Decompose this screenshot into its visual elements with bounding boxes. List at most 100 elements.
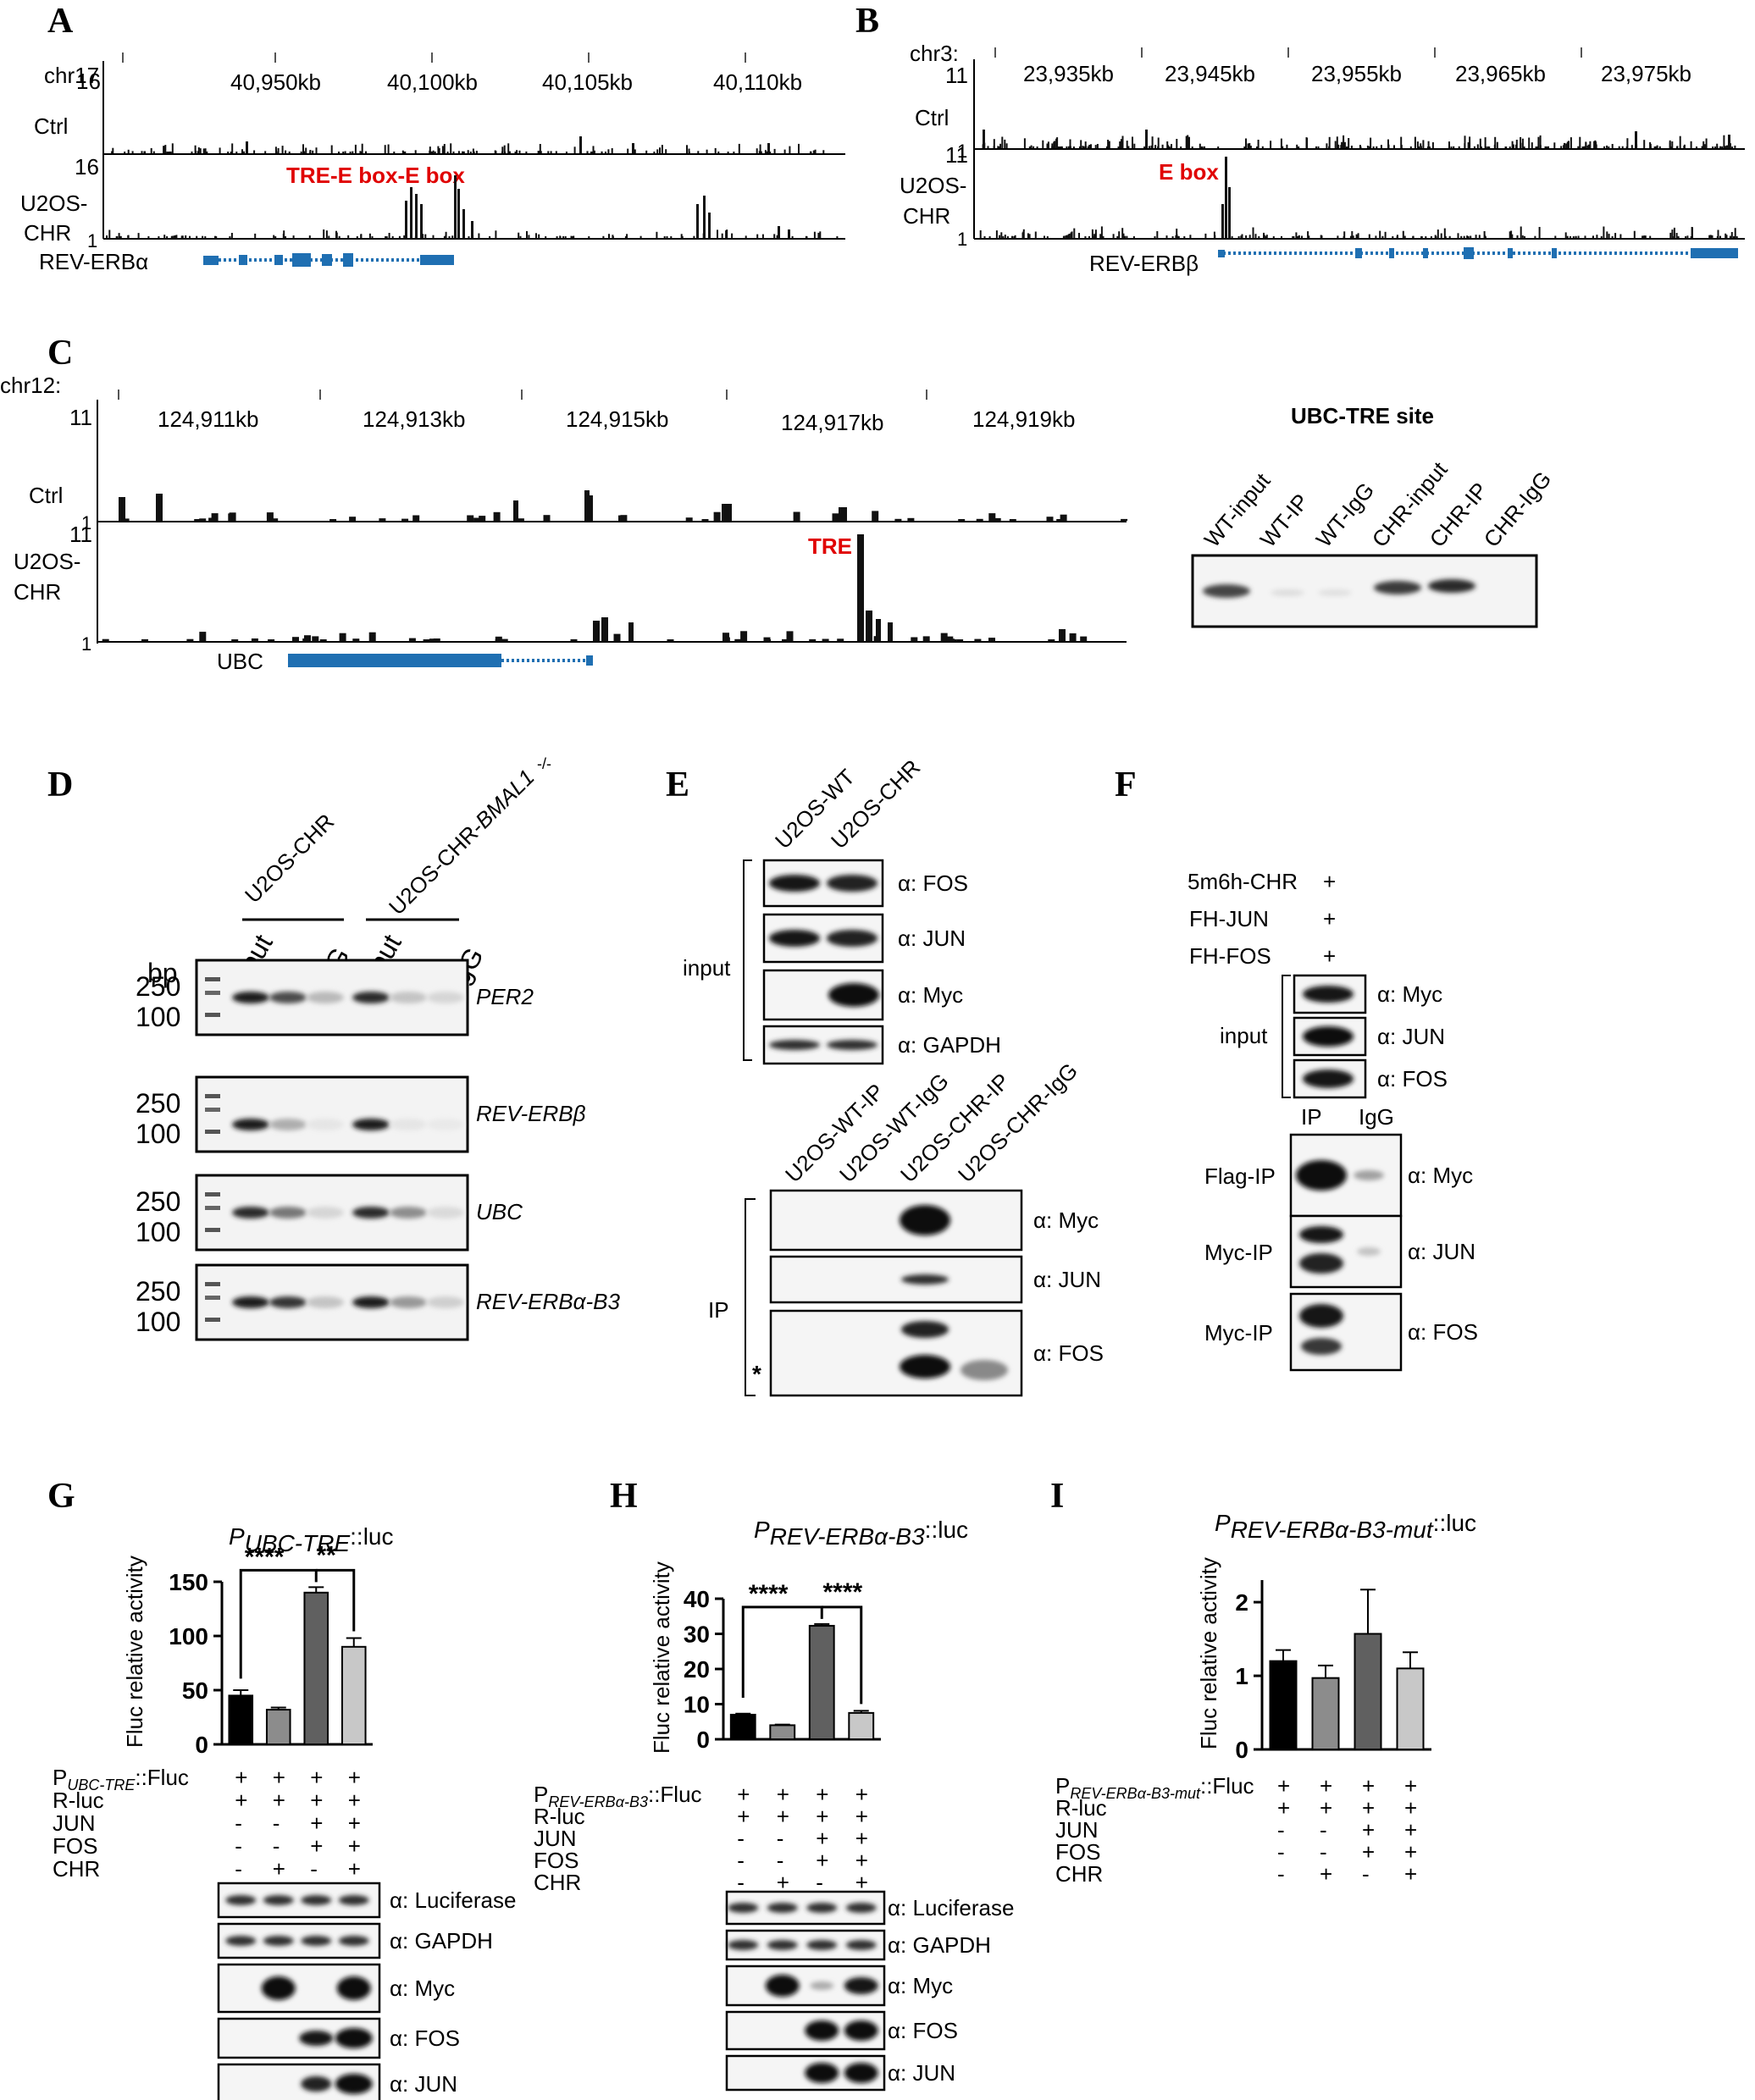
signal-bar	[302, 638, 310, 641]
blot-label: α: Myc	[1033, 1208, 1099, 1233]
condition-sign: +	[737, 1782, 750, 1807]
signal-bar	[1653, 146, 1656, 148]
signal-peak	[471, 221, 473, 238]
condition-sign: -	[777, 1826, 784, 1851]
blot-label: α: FOS	[1033, 1340, 1104, 1366]
signal-bar	[516, 150, 518, 153]
signal-bar	[1298, 235, 1300, 238]
condition-label-text: P	[53, 1765, 67, 1790]
signal-bar	[467, 150, 469, 153]
pcr-gels: 250100PER2250100REV-ERBβ250100UBC250100R…	[136, 959, 620, 1341]
signal-bar	[1534, 235, 1536, 238]
signal-bar	[429, 146, 431, 153]
chr-signal	[102, 534, 1088, 641]
signal-bar	[1176, 139, 1178, 148]
gene-model	[203, 253, 454, 267]
signal-bar	[570, 235, 573, 238]
blot-band	[301, 1895, 332, 1905]
signal-bar	[1100, 226, 1103, 238]
signal-bar	[1307, 231, 1309, 238]
condition-label-text: CHR	[53, 1856, 100, 1882]
signal-bar	[624, 236, 627, 238]
tick-marks	[118, 390, 927, 400]
blot-band	[263, 1936, 294, 1946]
signal-bar	[368, 632, 376, 641]
condition-label-rest: ::Fluc	[648, 1782, 702, 1807]
signal-bar	[303, 151, 306, 153]
signal-bar	[819, 231, 822, 238]
blot-band	[961, 1360, 1008, 1380]
signal-bar	[1252, 227, 1254, 238]
signal-bar	[1011, 235, 1013, 238]
signal-bar	[1654, 146, 1657, 148]
condition-sign: +	[348, 1765, 361, 1790]
signal-peak	[156, 494, 163, 521]
signal-bar	[745, 235, 747, 238]
signal-bar	[1585, 141, 1587, 148]
signal-bar	[1677, 236, 1680, 238]
condition-label-text: CHR	[1055, 1861, 1103, 1887]
condition-label: FOS	[534, 1848, 579, 1873]
signal-bar	[108, 229, 111, 238]
signal-bar	[518, 232, 520, 238]
signal-bar	[1177, 235, 1180, 238]
signal-bar	[1090, 144, 1092, 148]
signal-bar	[1584, 235, 1586, 238]
signal-bar	[501, 146, 504, 153]
signal-bar	[1078, 146, 1081, 148]
signal-bar	[489, 235, 491, 238]
signal-bar	[1004, 139, 1006, 148]
signal-bar	[111, 151, 113, 153]
gene-label: UBC	[217, 649, 263, 674]
signal-bar	[1568, 141, 1570, 148]
signal-bar	[1204, 233, 1207, 238]
blot-label: α: Luciferase	[390, 1887, 516, 1913]
signal-bar	[1719, 146, 1722, 148]
signal-bar	[1069, 139, 1071, 148]
signal-bar	[384, 145, 386, 153]
signal-bar	[604, 152, 606, 153]
signal-bar	[1431, 142, 1434, 148]
lane-label: IP	[1301, 1104, 1322, 1130]
signal-bar	[1481, 146, 1482, 148]
condition-sign: +	[1362, 1795, 1375, 1821]
ladder-band	[205, 977, 220, 981]
blot-label: α: Myc	[888, 1973, 953, 1998]
signal-bar	[1425, 236, 1427, 238]
condition-sign: +	[1323, 943, 1336, 969]
signal-bar	[734, 638, 742, 641]
condition-sign: -	[737, 1826, 745, 1851]
ladder-label: 100	[136, 1217, 180, 1247]
signal-peak	[767, 143, 770, 153]
signal-bar	[656, 149, 659, 153]
signal-bar	[1337, 146, 1339, 148]
blot-label: α: JUN	[1377, 1024, 1445, 1049]
panel-f: F 5m6h-CHR + FH-JUN + FH-FOS + input IP …	[1115, 765, 1478, 1372]
pcr-band	[269, 992, 307, 1003]
signal-bar	[590, 152, 592, 153]
signal-bar	[1467, 142, 1470, 148]
condition-sign: -	[273, 1810, 280, 1836]
tick-marks	[994, 47, 1582, 58]
signal-bar	[385, 236, 388, 238]
pcr-band	[352, 1207, 390, 1219]
signal-bar	[1060, 514, 1067, 521]
signal-bar	[956, 639, 964, 641]
signal-bar	[545, 236, 547, 238]
condition-label: FOS	[53, 1833, 97, 1859]
blot-band	[767, 1903, 798, 1913]
blot-label: α: FOS	[1408, 1319, 1478, 1345]
signal-bar	[349, 152, 352, 153]
condition-label-text: FOS	[53, 1833, 97, 1859]
signal-bar	[475, 151, 478, 153]
signal-bar	[1656, 145, 1658, 148]
signal-peak	[857, 534, 864, 641]
signal-bar	[202, 235, 204, 238]
ip-label: Myc-IP	[1204, 1320, 1273, 1346]
signal-peak	[593, 621, 600, 641]
track-max: 11	[69, 522, 92, 547]
signal-bar	[253, 150, 256, 153]
signal-bar	[993, 139, 995, 148]
ctrl-signal	[111, 136, 825, 153]
signal-bar	[273, 235, 275, 238]
